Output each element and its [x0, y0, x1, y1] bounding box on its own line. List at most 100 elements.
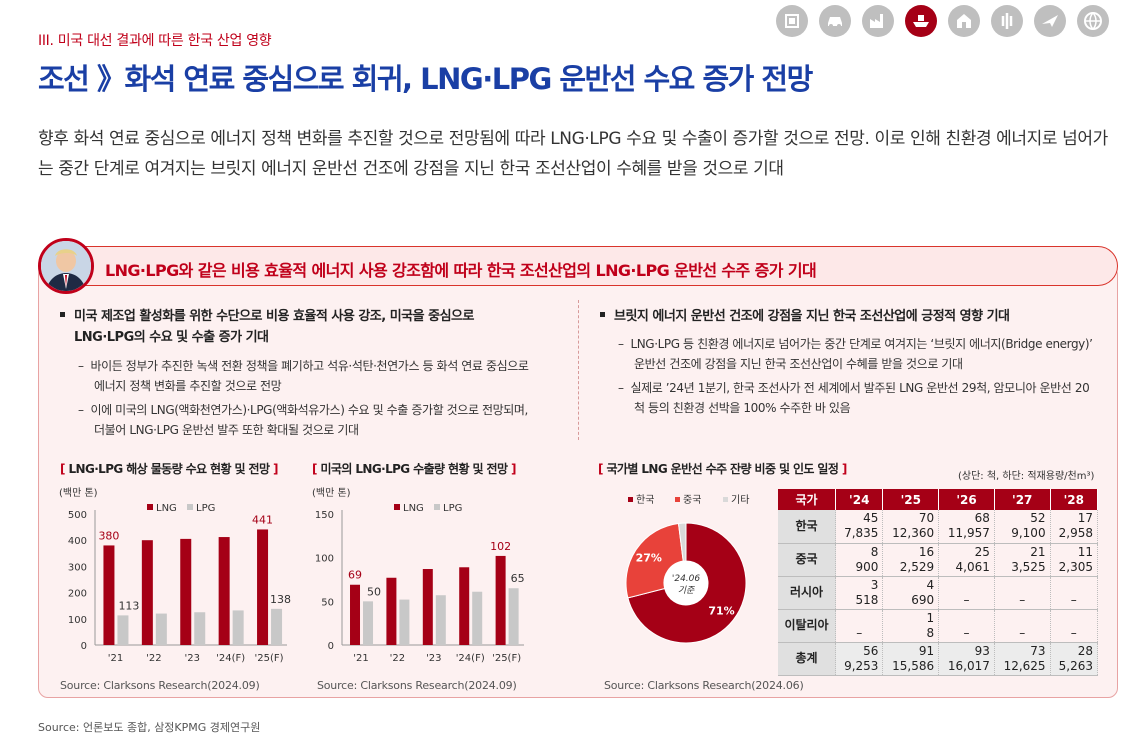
bar-lpg [363, 601, 374, 645]
cell-capacity: 9,100 [1011, 526, 1046, 541]
bar-lpg [194, 612, 206, 645]
left-point-head: 미국 제조업 활성화를 위한 수단으로 비용 효율적 사용 강조, 미국을 중심… [60, 306, 530, 348]
cell-capacity: 11,957 [947, 526, 990, 541]
y-tick-label: 200 [68, 589, 87, 600]
bar-lpg [435, 595, 446, 645]
chart2-source: Source: Clarksons Research(2024.09) [317, 679, 517, 692]
legend-lpg-swatch [434, 504, 440, 510]
legend-lng-swatch [147, 504, 153, 510]
data-label-lng: 441 [252, 513, 273, 526]
legend-lng-label: LNG [156, 503, 177, 514]
cell-count: 73 [1030, 643, 1046, 658]
bar-lng [422, 569, 433, 645]
data-label-lpg: 50 [367, 585, 381, 598]
table-row-header: 러시아 [778, 576, 837, 610]
table-row: 이탈리아 – 1 8 – – – [778, 609, 1099, 643]
cell-count [999, 578, 1046, 593]
table-header-cell: '25 [882, 489, 940, 510]
cell-capacity: 9,253 [844, 658, 879, 673]
cell-capacity: 16,017 [947, 658, 990, 673]
cell-count: 1 [926, 610, 935, 625]
ship-icon[interactable] [905, 5, 937, 37]
bar-lng [495, 555, 506, 645]
chart1-source: Source: Clarksons Research(2024.09) [60, 679, 260, 692]
y-tick-label: 300 [68, 562, 87, 573]
cell-count [1055, 611, 1093, 626]
airplane-icon[interactable] [1034, 5, 1066, 37]
cell-count: 68 [974, 511, 990, 526]
legend-label: 한국 [636, 494, 654, 506]
chart1-title: [ LNG·LPG 해상 물동량 수요 현황 및 전망 ] [60, 462, 279, 476]
table-header-cell: '27 [994, 489, 1051, 510]
y-tick-label: 0 [81, 641, 87, 652]
cell-count: 21 [1030, 544, 1046, 559]
table-row: 한국 45 7,835 70 12,360 68 11,957 52 9,100 17 2,958 [778, 510, 1099, 544]
legend-lng-label: LNG [403, 503, 424, 514]
table-cell: 16 2,529 [882, 543, 940, 577]
cell-capacity: 900 [855, 559, 879, 574]
legend-swatch [675, 497, 680, 502]
x-tick-label: '22 [390, 653, 405, 664]
chart1-plot: (백만 톤) 0 100 200 300 400 500 LNG LPG '21 380 113 '22… [59, 487, 291, 664]
industry-icon-bar [776, 5, 1116, 41]
cell-capacity: 4,061 [955, 559, 990, 574]
x-tick-label: '25(F) [255, 653, 284, 664]
right-point-sub-2: – 실제로 ’24년 1분기, 한국 조선사가 전 세계에서 발주된 LNG 운… [618, 381, 1090, 415]
legend-lpg-label: LPG [443, 503, 462, 514]
data-label-lpg: 113 [118, 599, 139, 612]
cell-count: 16 [918, 544, 935, 559]
cell-capacity: – [963, 592, 970, 607]
car-icon[interactable] [819, 5, 851, 37]
x-tick-label: '25(F) [492, 653, 521, 664]
chart2-title: [ 미국의 LNG·LPG 수출량 현황 및 전망 ] [312, 462, 516, 476]
cell-count: 11 [1077, 544, 1093, 559]
table-cell: 28 5,263 [1050, 642, 1099, 676]
chart3-title: [ 국가별 LNG 운반선 수주 잔량 비중 및 인도 일정 ] [598, 462, 847, 476]
y-tick-label: 500 [68, 510, 87, 521]
table-cell: 11 2,305 [1050, 543, 1099, 577]
table-row: 중국 8 900 16 2,529 25 4,061 21 3,525 11 2,305 [778, 543, 1099, 577]
table-cell: – [938, 609, 995, 643]
cell-capacity: 690 [911, 592, 935, 607]
factory-icon[interactable] [862, 5, 894, 37]
table-cell: 52 9,100 [994, 510, 1051, 544]
cell-capacity: 2,958 [1058, 526, 1093, 541]
table-cell: 17 2,958 [1050, 510, 1099, 544]
legend-lng-swatch [394, 504, 400, 510]
y-tick-label: 0 [328, 641, 334, 652]
pie-slice-label: 71% [708, 605, 734, 618]
grain-icon[interactable] [991, 5, 1023, 37]
building-icon[interactable] [948, 5, 980, 37]
table-row-header: 중국 [778, 543, 837, 577]
section-label: III. 미국 대선 결과에 따른 한국 산업 영향 [38, 33, 272, 49]
table-cell: 91 15,586 [882, 642, 940, 676]
legend-label: 기타 [731, 494, 749, 506]
table-cell: 4 690 [882, 576, 940, 610]
x-tick-label: '24(F) [216, 653, 245, 664]
legend-lpg-swatch [187, 504, 193, 510]
table-cell: – [994, 609, 1051, 643]
bar-lpg [232, 610, 244, 645]
bar-lpg [508, 588, 519, 645]
y-tick-label: 100 [68, 615, 87, 626]
right-point-sub-1: – LNG·LPG 등 친환경 에너지로 넘어가는 중간 단계로 여겨지는 ‘브… [618, 337, 1093, 371]
globe-icon[interactable] [1077, 5, 1109, 37]
table-cell: – [835, 609, 884, 643]
table-unit-note: (상단: 척, 하단: 적재용량/천m³) [958, 471, 1095, 482]
table-cell: 8 900 [835, 543, 884, 577]
chip-icon[interactable] [776, 5, 808, 37]
cell-capacity: 3,525 [1011, 559, 1046, 574]
cell-count: 45 [863, 511, 879, 526]
table-header-cell: 국가 [778, 489, 837, 510]
table-cell: 93 16,017 [938, 642, 995, 676]
pie-center [664, 561, 708, 605]
y-tick-label: 50 [321, 597, 334, 608]
cell-count [943, 611, 990, 626]
column-divider [578, 300, 579, 440]
table-cell: 21 3,525 [994, 543, 1051, 577]
legend-label: 중국 [683, 494, 701, 506]
avatar [38, 238, 94, 294]
table-row-header: 한국 [778, 510, 837, 544]
cell-count [1055, 578, 1093, 593]
